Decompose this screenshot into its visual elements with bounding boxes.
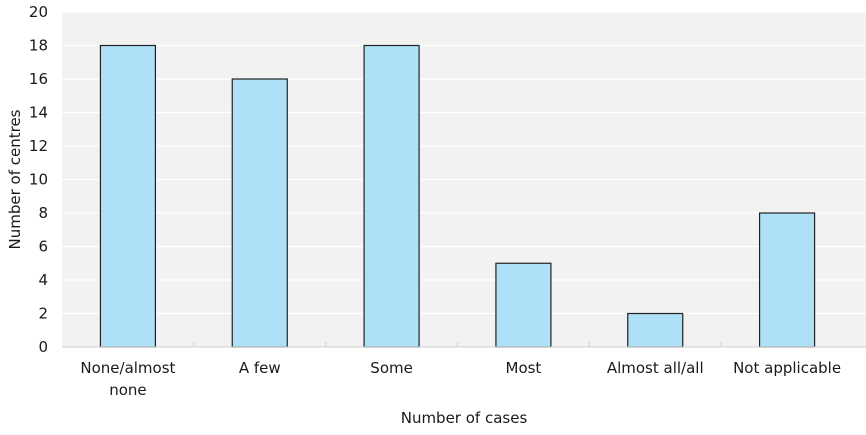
y-axis-title: Number of centres <box>6 109 24 249</box>
x-tick-label-1: None/almost none <box>80 359 175 399</box>
y-tick-label-14: 14 <box>29 104 48 122</box>
x-tick-label-3: Some <box>370 359 413 377</box>
bar-1 <box>99 44 157 348</box>
y-tick-label-2: 2 <box>38 305 48 323</box>
y-tick-labels: 0 2 4 6 8 10 12 14 16 18 20 <box>29 3 48 356</box>
y-tick-label-20: 20 <box>29 3 48 21</box>
y-tick-label-18: 18 <box>29 37 48 55</box>
x-tick-label-2: A few <box>239 359 281 377</box>
bar-4 <box>495 262 552 348</box>
y-tick-label-12: 12 <box>29 137 48 155</box>
y-tick-label-8: 8 <box>38 204 48 222</box>
x-tick-label-6: Not applicable <box>733 359 841 377</box>
bars <box>99 44 816 348</box>
y-tick-label-16: 16 <box>29 70 48 88</box>
x-tick-label-4: Most <box>506 359 542 377</box>
bar-6 <box>758 212 816 348</box>
y-tick-label-0: 0 <box>38 338 48 356</box>
y-tick-label-10: 10 <box>29 171 48 189</box>
x-tick-label-5: Almost all/all <box>607 359 704 377</box>
bar-2 <box>231 78 288 348</box>
y-tick-label-4: 4 <box>38 271 48 289</box>
gridlines <box>62 11 866 315</box>
x-axis-title: Number of cases <box>401 409 528 427</box>
x-tick-labels: None/almost none A few Some Most Almost all/a… <box>80 359 841 399</box>
x-tick-marks <box>193 342 722 347</box>
y-tick-label-6: 6 <box>38 238 48 256</box>
bar-3 <box>363 44 420 348</box>
bar-5 <box>627 312 684 348</box>
